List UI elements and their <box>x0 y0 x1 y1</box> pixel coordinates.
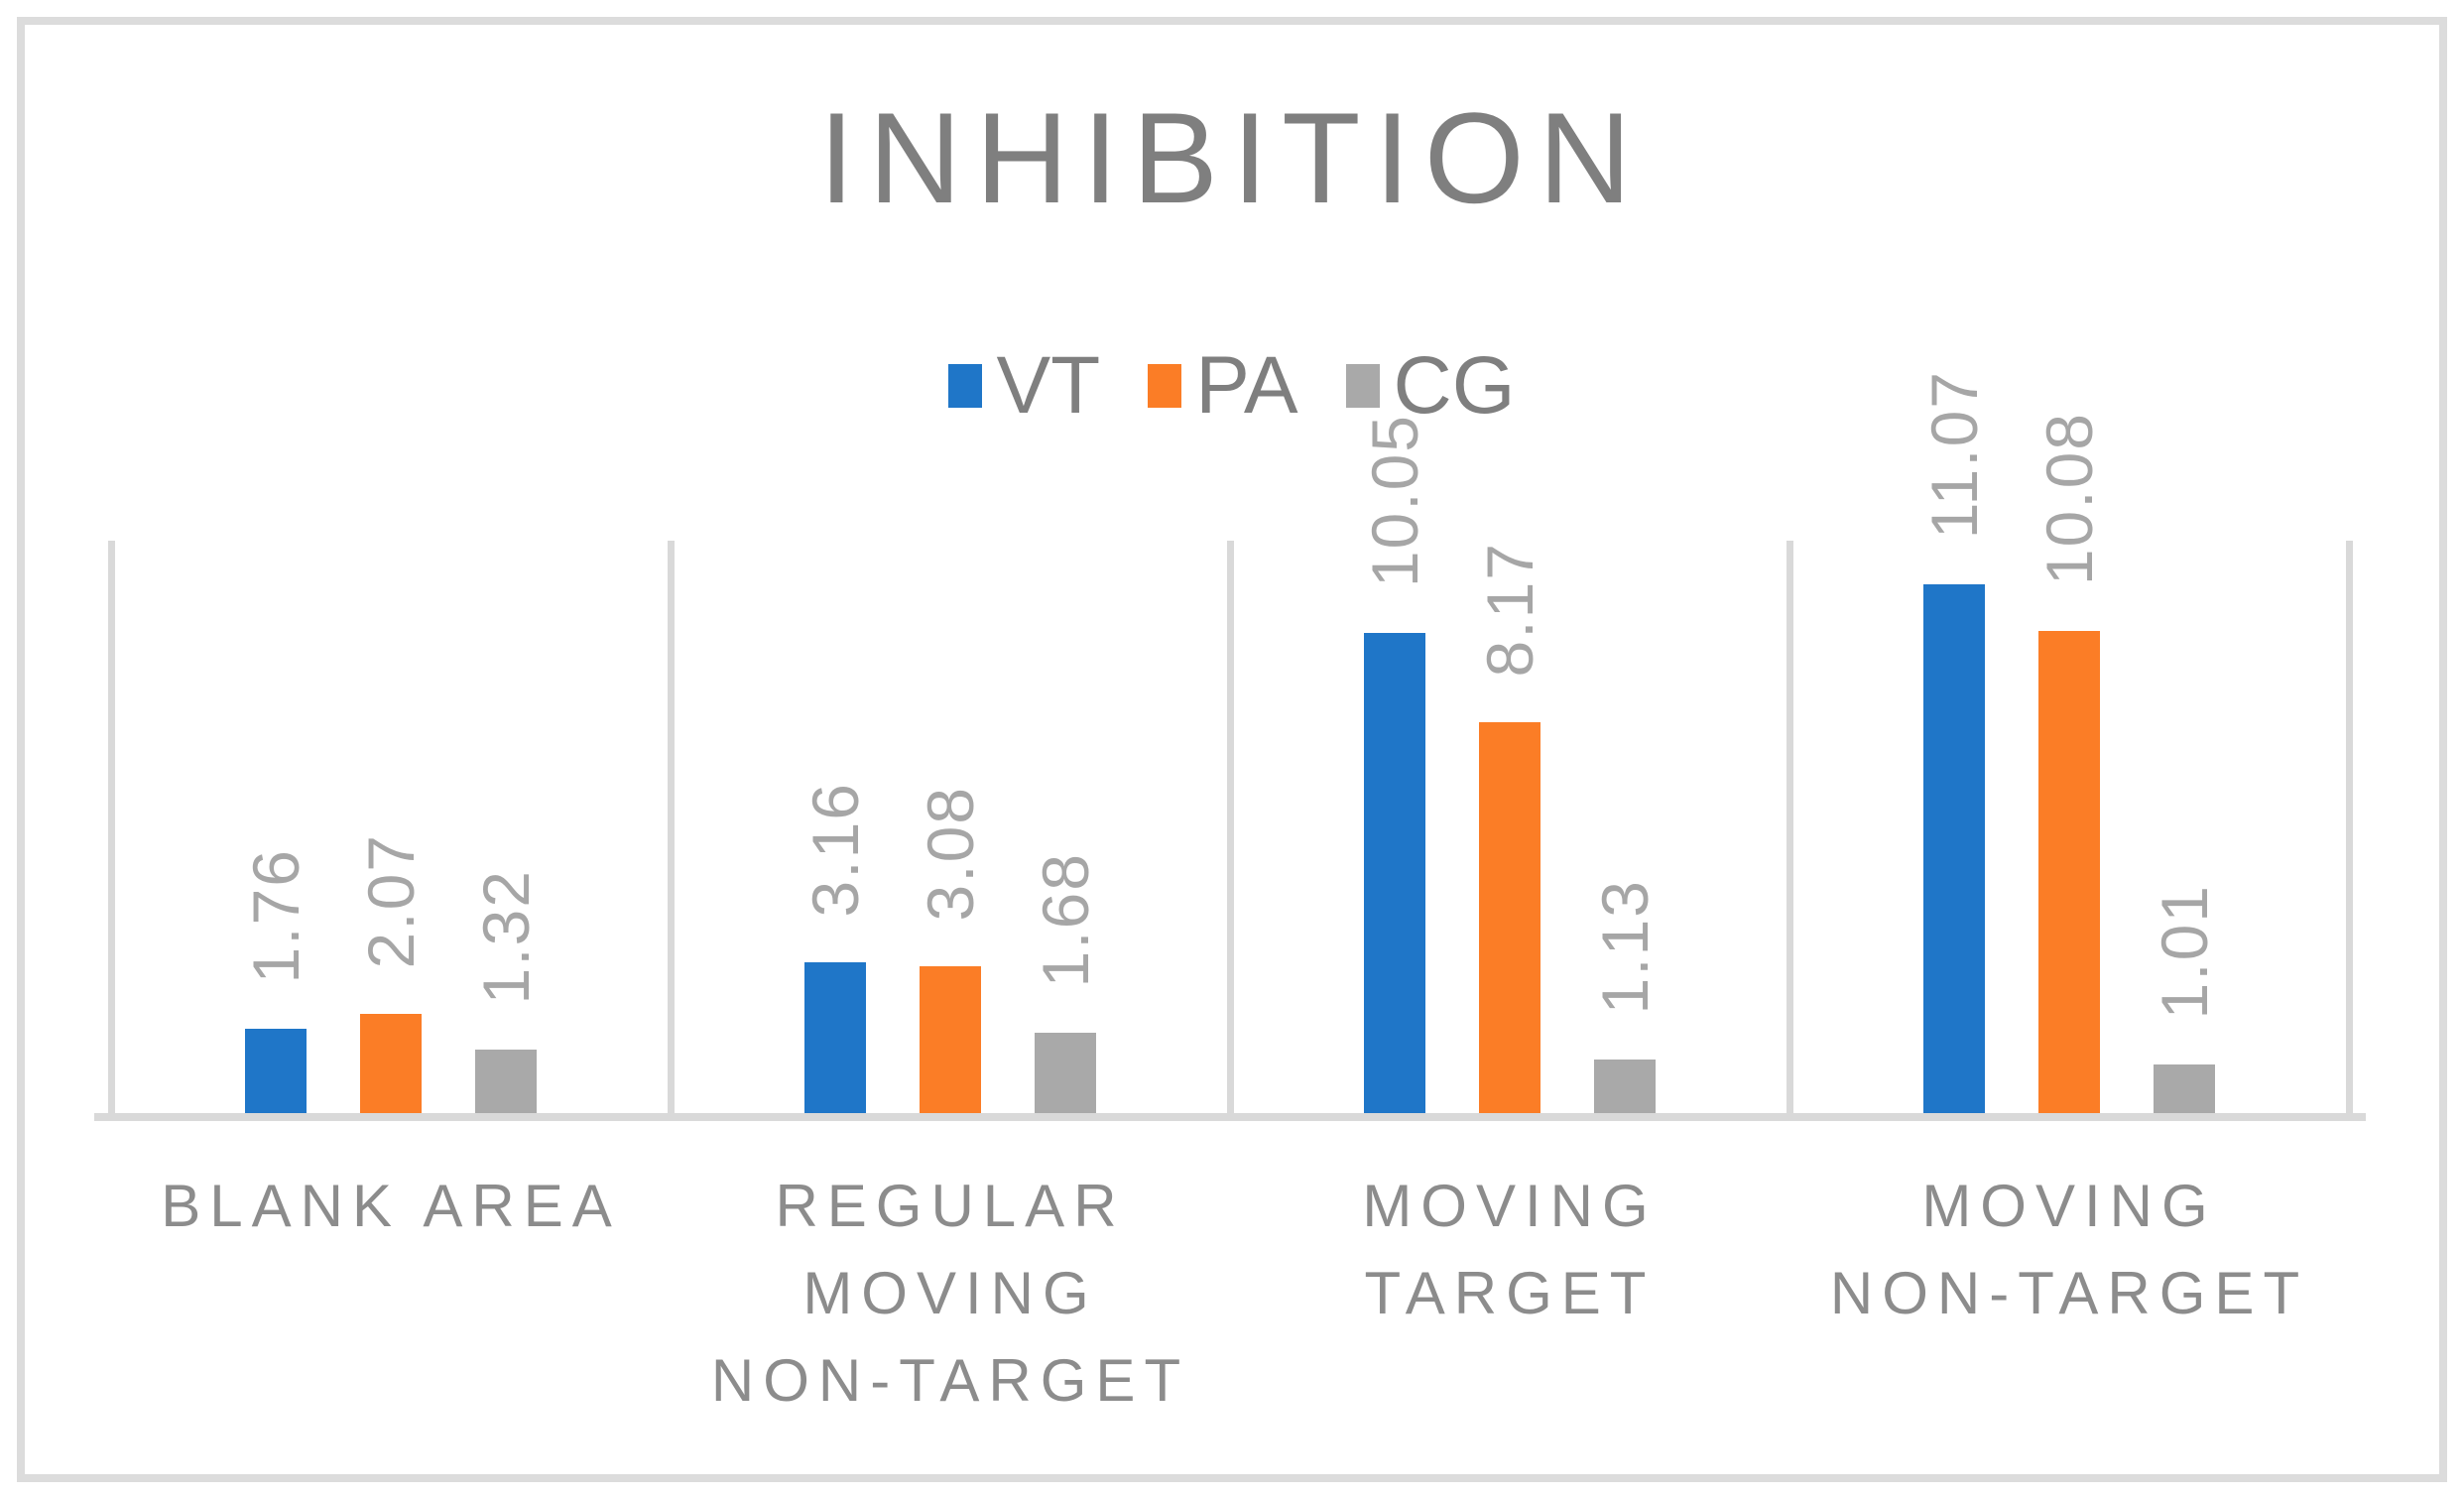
legend-item-cg: CG <box>1345 340 1516 431</box>
category-label-regular-moving-non-target: REGULAR MOVING NON-TARGET <box>710 1173 1190 1414</box>
bar-pa-moving-target: 8.17 <box>1473 542 1546 1113</box>
legend-item-vt: VT <box>948 345 1100 427</box>
bar-value-label-pa-moving-target: 8.17 <box>1473 541 1546 677</box>
category-label-blank-area: BLANK AREA <box>161 1173 621 1239</box>
bar-vt-moving-non-target: 11.07 <box>1917 370 1991 1113</box>
bar-value-label-pa-blank-area: 2.07 <box>354 832 428 968</box>
bar-value-label-pa-moving-non-target: 10.08 <box>2033 411 2106 585</box>
category-gridline-4 <box>2346 541 2353 1114</box>
legend-label-cg: CG <box>1393 340 1516 431</box>
bar-pa-blank-area: 2.07 <box>354 833 428 1113</box>
bar-value-label-vt-blank-area: 1.76 <box>239 847 312 983</box>
bar-pa-moving-non-target: 10.08 <box>2033 412 2106 1113</box>
plot-area: 1.76 2.07 1.32 3.16 3.08 1.68 10.05 8.17 1.13 11.… <box>94 370 2366 1121</box>
category-label-moving-non-target: MOVING NON-TARGET <box>1829 1173 2309 1326</box>
bar-value-label-cg-regular-moving-non-target: 1.68 <box>1029 851 1102 987</box>
legend-swatch-pa-icon <box>1148 364 1182 408</box>
legend-swatch-vt-icon <box>948 364 983 408</box>
bar-cg-moving-target: 1.13 <box>1588 879 1662 1113</box>
category-gridline-2 <box>1227 541 1234 1114</box>
chart-title: INHIBITION <box>818 85 1646 230</box>
legend-swatch-cg-icon <box>1345 364 1380 408</box>
legend: VT PA CG <box>0 345 2464 427</box>
chart-border-frame <box>17 17 2447 1482</box>
bar-value-label-vt-regular-moving-non-target: 3.16 <box>799 781 872 917</box>
bar-vt-regular-moving-non-target: 3.16 <box>799 782 872 1113</box>
category-label-moving-target: MOVING TARGET <box>1362 1173 1658 1326</box>
bar-vt-moving-target: 10.05 <box>1358 414 1431 1113</box>
bar-cg-moving-non-target: 1.01 <box>2148 884 2221 1113</box>
legend-item-pa: PA <box>1148 340 1298 431</box>
bar-value-label-cg-moving-target: 1.13 <box>1588 878 1662 1014</box>
category-gridline-3 <box>1786 541 1793 1114</box>
category-gridline-1 <box>668 541 675 1114</box>
legend-label-pa: PA <box>1195 340 1298 431</box>
legend-label-vt: VT <box>996 340 1101 431</box>
x-axis-line <box>94 1113 2366 1121</box>
category-gridline-0 <box>108 541 115 1114</box>
bar-cg-blank-area: 1.32 <box>469 869 543 1113</box>
bar-pa-regular-moving-non-target: 3.08 <box>914 786 987 1113</box>
bar-value-label-vt-moving-non-target: 11.07 <box>1917 369 1991 539</box>
bar-value-label-cg-moving-non-target: 1.01 <box>2148 883 2221 1019</box>
bar-value-label-vt-moving-target: 10.05 <box>1358 413 1431 587</box>
bar-value-label-cg-blank-area: 1.32 <box>469 868 543 1004</box>
bar-vt-blank-area: 1.76 <box>239 848 312 1113</box>
bar-value-label-pa-regular-moving-non-target: 3.08 <box>914 785 987 921</box>
bar-cg-regular-moving-non-target: 1.68 <box>1029 852 1102 1113</box>
